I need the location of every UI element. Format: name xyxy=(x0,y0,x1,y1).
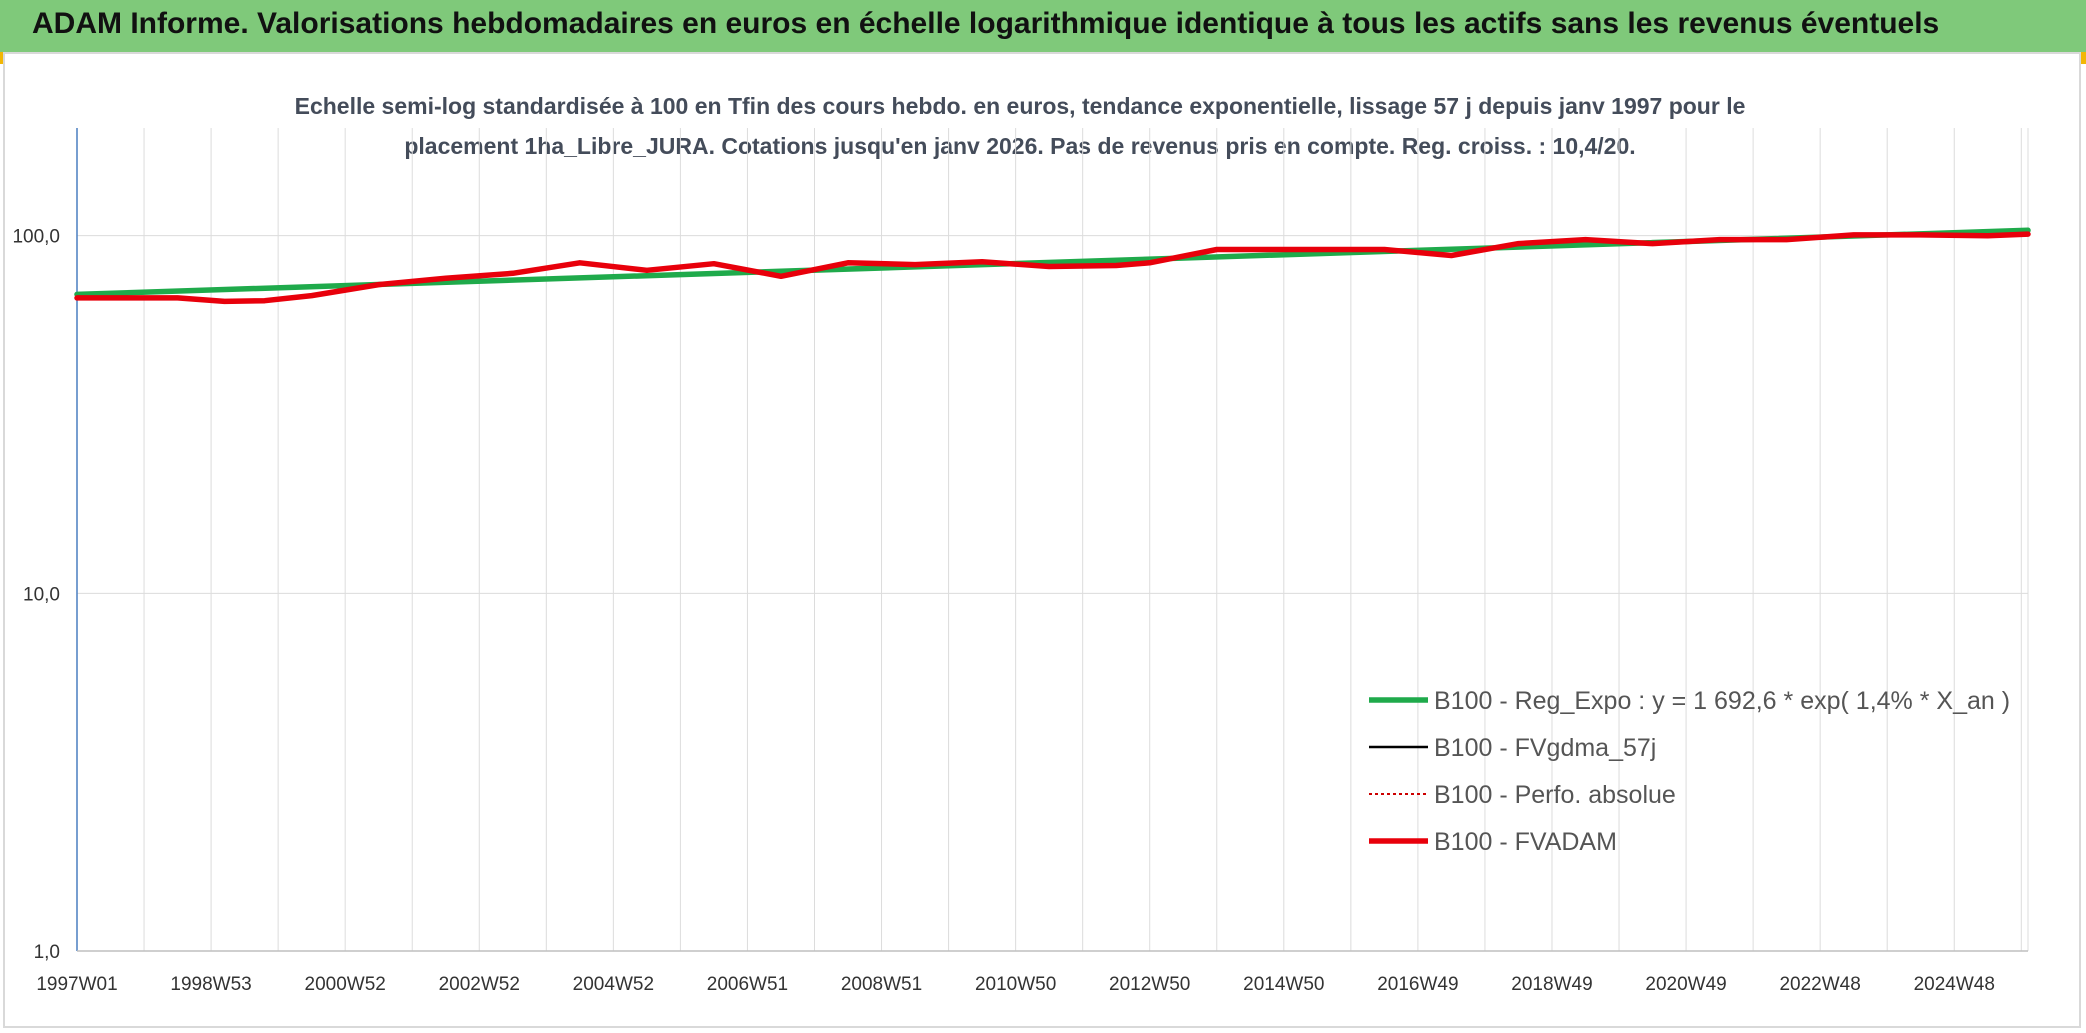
x-tick-label: 2014W50 xyxy=(1243,974,1324,995)
report-title: ADAM Informe. Valorisations hebdomadaire… xyxy=(32,7,1940,40)
legend-label-2: B100 - Perfo. absolue xyxy=(1434,781,1676,809)
x-tick-label: 2008W51 xyxy=(841,974,922,995)
x-tick-label: 2006W51 xyxy=(707,974,788,995)
x-tick-label: 1997W01 xyxy=(36,974,117,995)
grid-layer xyxy=(77,128,2029,952)
x-tick-label: 2020W49 xyxy=(1645,974,1726,995)
x-tick-label: 2024W48 xyxy=(1914,974,1995,995)
report-banner: ADAM Informe. Valorisations hebdomadaire… xyxy=(0,0,2086,52)
x-tick-label: 2022W48 xyxy=(1779,974,1860,995)
x-tick-label: 2018W49 xyxy=(1511,974,1592,995)
y-tick-label: 1,0 xyxy=(34,942,60,963)
x-tick-label: 2004W52 xyxy=(573,974,654,995)
x-tick-label: 2012W50 xyxy=(1109,974,1190,995)
x-tick-label: 2000W52 xyxy=(305,974,386,995)
legend: B100 - Reg_Expo : y = 1 692,6 * exp( 1,4… xyxy=(1369,687,2010,856)
axis-layer: 1,0 10,0 100,0 1997W01 1998W53 2000W52 2002W52… xyxy=(12,128,2028,995)
chart-title: Echelle semi-log standardisée à 100 en T… xyxy=(294,93,1746,159)
series-layer xyxy=(74,227,2031,305)
x-tick-label: 1998W53 xyxy=(170,974,251,995)
chart-frame xyxy=(3,52,2081,1028)
x-tick-label: 2002W52 xyxy=(439,974,520,995)
series-line-3 xyxy=(74,231,2031,305)
x-tick-label: 2010W50 xyxy=(975,974,1056,995)
legend-label-1: B100 - FVgdma_57j xyxy=(1434,734,1656,762)
legend-label-3: B100 - FVADAM xyxy=(1434,828,1617,856)
y-tick-label: 10,0 xyxy=(23,584,60,605)
y-tick-label: 100,0 xyxy=(12,227,60,248)
legend-label-0: B100 - Reg_Expo : y = 1 692,6 * exp( 1,4… xyxy=(1434,687,2010,715)
x-tick-label: 2016W49 xyxy=(1377,974,1458,995)
